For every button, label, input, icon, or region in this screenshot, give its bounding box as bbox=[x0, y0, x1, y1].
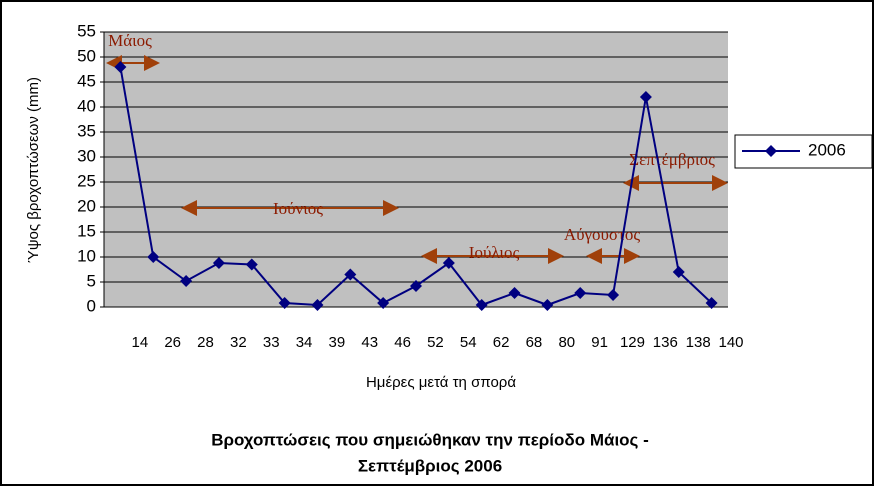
y-tick-label: 35 bbox=[77, 121, 96, 140]
y-axis-label: Ύψος βροχοπτώσεων (mm) bbox=[25, 77, 42, 263]
x-tick-label: 80 bbox=[558, 334, 575, 351]
data-point bbox=[147, 251, 160, 263]
x-axis-label: Ημέρες μετά τη σπορά bbox=[366, 374, 516, 391]
legend-label: 2006 bbox=[808, 140, 846, 159]
data-point bbox=[705, 297, 718, 309]
x-tick-label: 43 bbox=[361, 334, 378, 351]
y-tick-label: 50 bbox=[77, 46, 96, 65]
y-tick-label: 5 bbox=[87, 271, 96, 290]
x-tick-label: 140 bbox=[718, 334, 743, 351]
x-tick-label: 138 bbox=[686, 334, 711, 351]
y-tick-label: 20 bbox=[77, 196, 96, 215]
x-tick-label: 39 bbox=[329, 334, 346, 351]
data-point bbox=[180, 275, 193, 287]
data-point bbox=[607, 289, 620, 301]
data-point bbox=[311, 299, 324, 311]
x-tick-label: 68 bbox=[526, 334, 543, 351]
x-tick-label: 52 bbox=[427, 334, 444, 351]
data-point bbox=[212, 257, 225, 269]
annotation: Ιούλιος bbox=[469, 243, 520, 262]
data-point bbox=[442, 257, 455, 269]
y-tick-label: 55 bbox=[77, 21, 96, 40]
y-tick-label: 25 bbox=[77, 171, 96, 190]
y-tick-label: 40 bbox=[77, 96, 96, 115]
x-tick-label: 28 bbox=[197, 334, 214, 351]
data-point bbox=[639, 91, 652, 103]
data-point bbox=[114, 61, 127, 73]
data-point bbox=[377, 297, 390, 309]
y-tick-label: 10 bbox=[77, 246, 96, 265]
data-point bbox=[475, 299, 488, 311]
annotation: Αύγουστος bbox=[564, 225, 641, 244]
x-tick-label: 62 bbox=[493, 334, 510, 351]
data-point bbox=[672, 266, 685, 278]
x-tick-label: 54 bbox=[460, 334, 477, 351]
x-tick-label: 46 bbox=[394, 334, 411, 351]
y-tick-label: 45 bbox=[77, 71, 96, 90]
data-point bbox=[574, 287, 587, 299]
annotation: Ιούνιος bbox=[273, 199, 323, 218]
x-tick-label: 136 bbox=[653, 334, 678, 351]
annotation: Μάιος bbox=[108, 31, 152, 50]
data-point bbox=[278, 297, 291, 309]
chart-title: Βροχοπτώσεις που σημειώθηκαν την περίοδο… bbox=[211, 430, 649, 449]
y-tick-label: 15 bbox=[77, 221, 96, 240]
data-point bbox=[541, 299, 554, 311]
y-tick-label: 0 bbox=[87, 296, 96, 315]
x-tick-label: 129 bbox=[620, 334, 645, 351]
x-tick-label: 34 bbox=[296, 334, 313, 351]
data-point bbox=[344, 268, 357, 281]
x-tick-label: 91 bbox=[591, 334, 608, 351]
data-point bbox=[245, 258, 258, 271]
x-tick-label: 26 bbox=[164, 334, 181, 351]
data-point bbox=[508, 287, 521, 299]
legend-marker bbox=[765, 145, 777, 157]
y-tick-label: 30 bbox=[77, 146, 96, 165]
x-tick-label: 32 bbox=[230, 334, 247, 351]
data-point bbox=[410, 280, 422, 292]
chart-title: Σεπτέμβριος 2006 bbox=[358, 456, 502, 475]
annotation: Σεπτέμβριος bbox=[629, 150, 715, 169]
x-tick-label: 14 bbox=[131, 334, 148, 351]
x-tick-label: 33 bbox=[263, 334, 280, 351]
